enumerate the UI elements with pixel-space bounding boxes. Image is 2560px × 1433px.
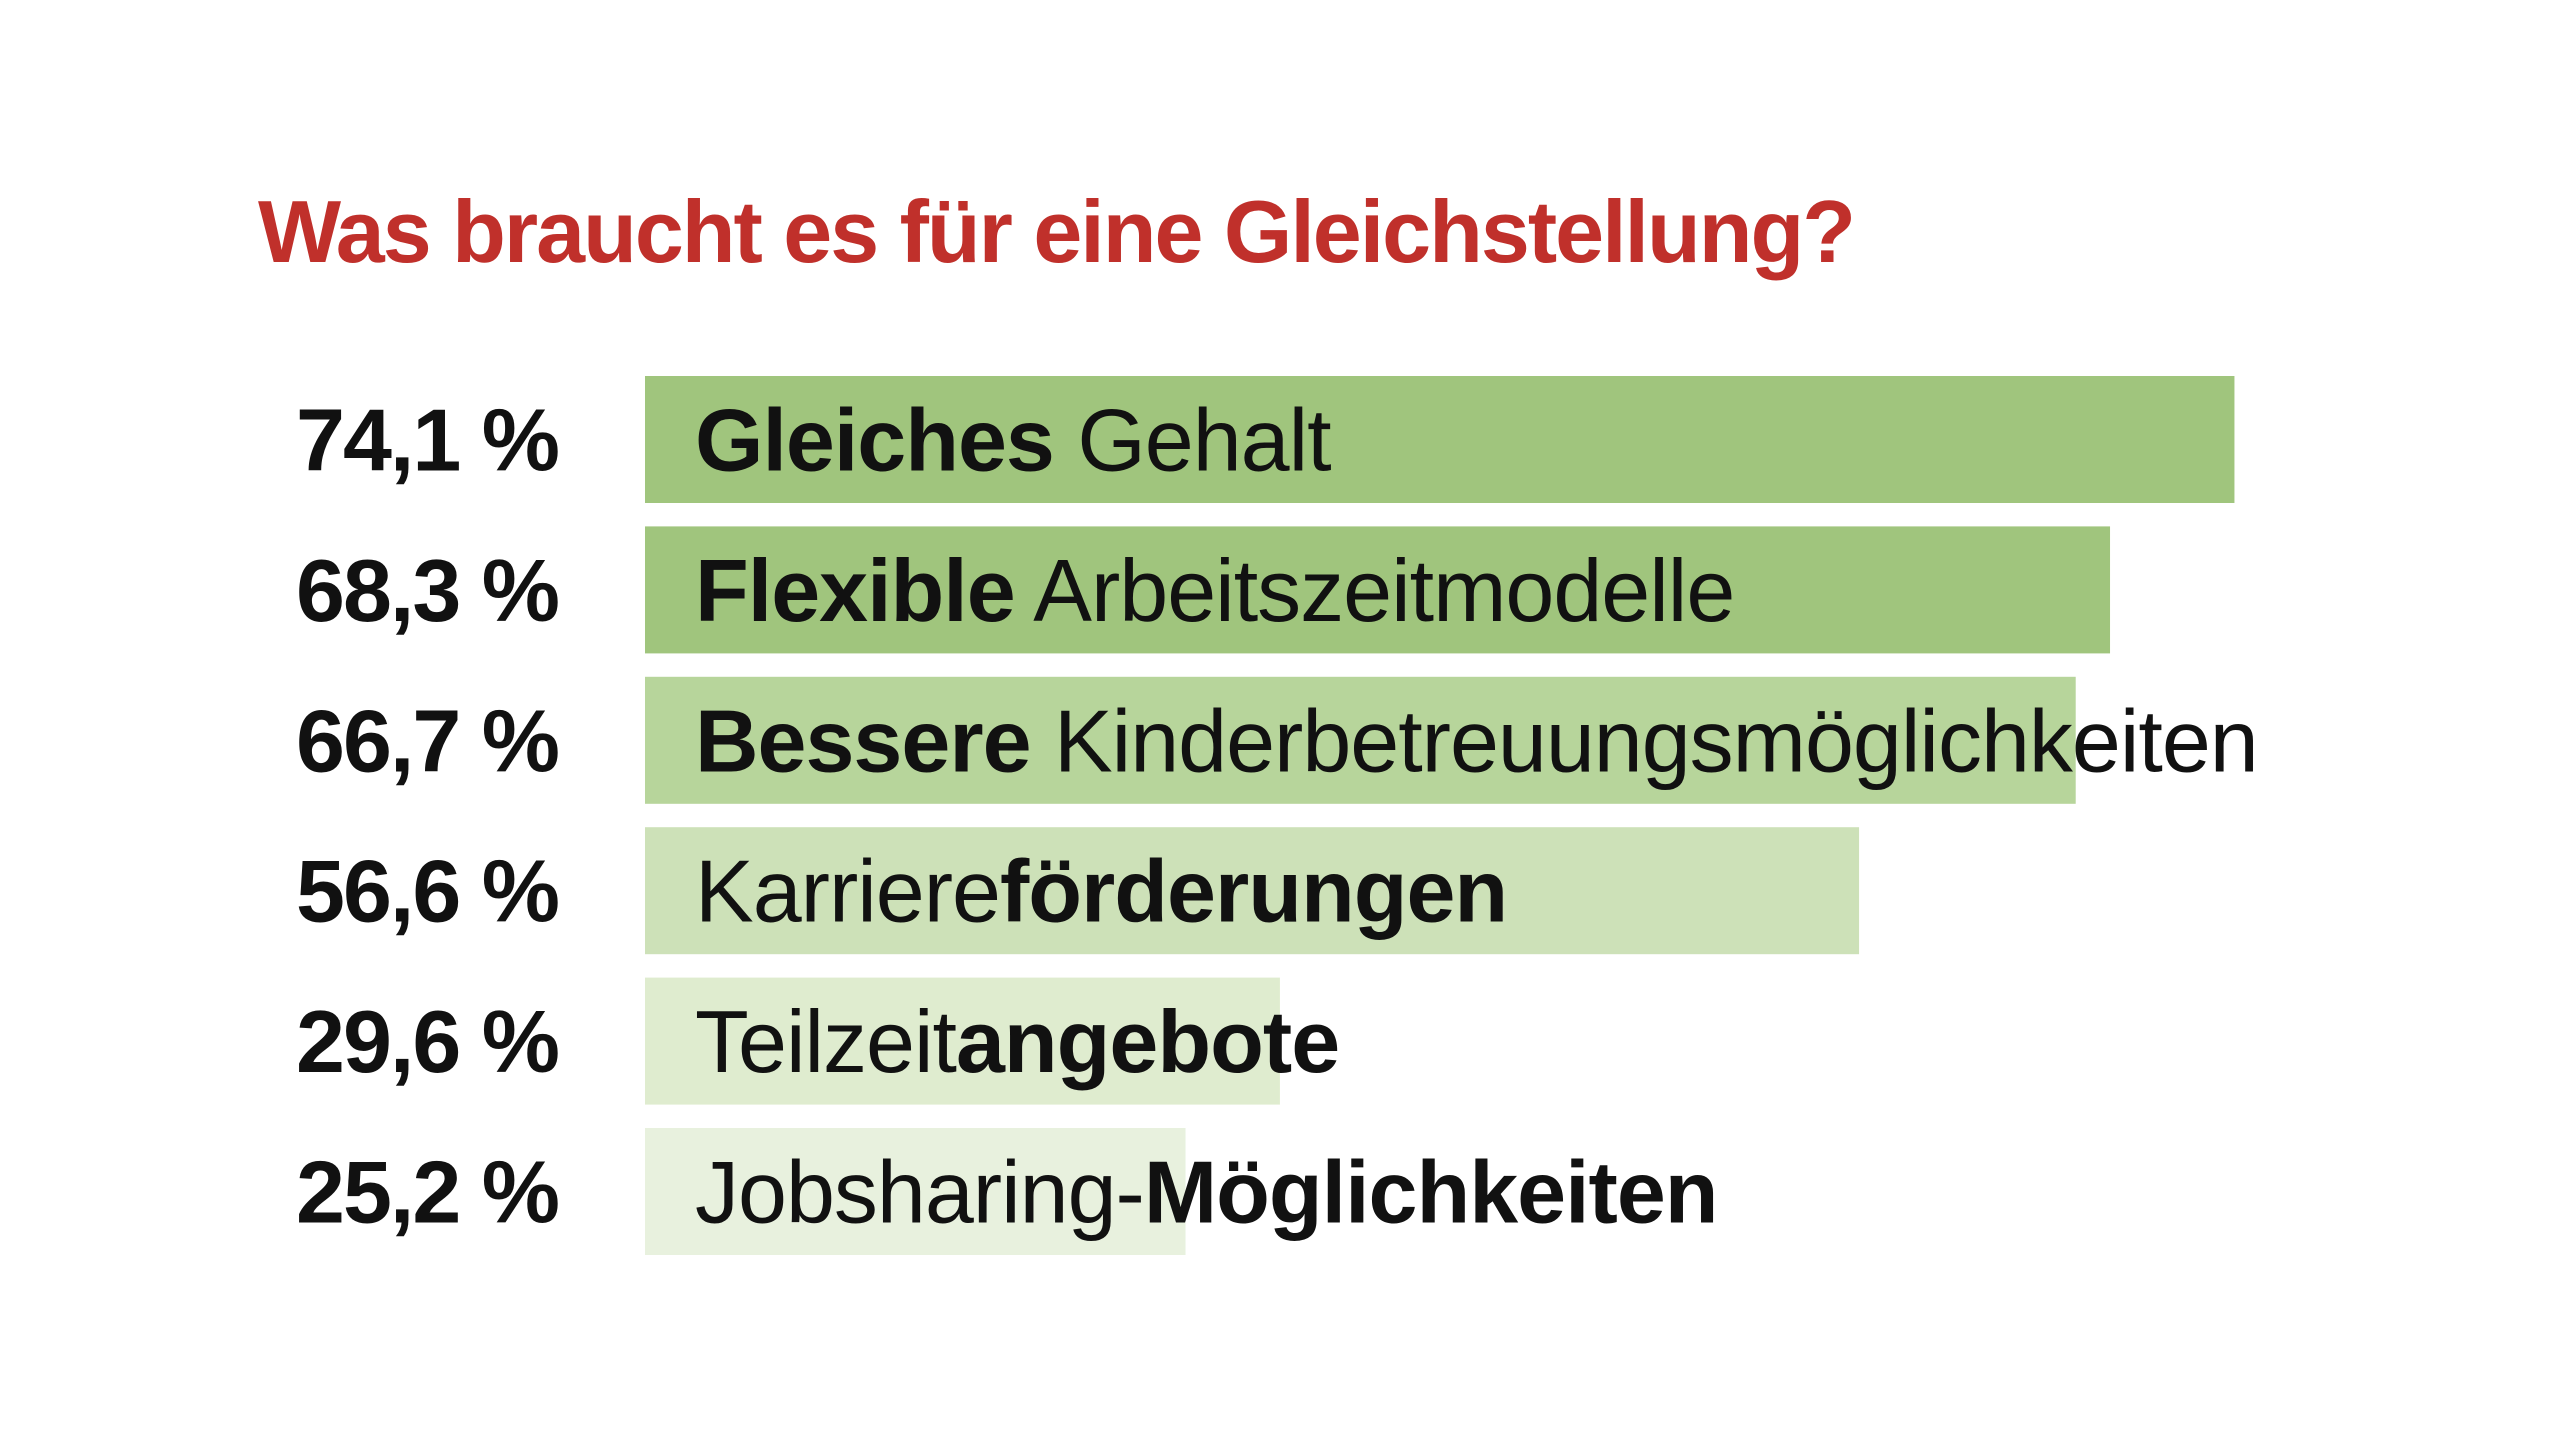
category-label-1: Gleiches Gehalt: [695, 391, 1331, 490]
category-label-2: Flexible Arbeitszeitmodelle: [695, 541, 1734, 640]
value-label-4: 56,6 %: [296, 842, 558, 941]
value-label-5: 29,6 %: [296, 992, 558, 1091]
bars-layer: [645, 376, 2235, 1255]
bar-6: [645, 1128, 1186, 1255]
bar-2: [645, 526, 2111, 654]
value-label-1: 74,1 %: [296, 391, 558, 490]
category-label-6: Jobsharing-Möglichkeiten: [695, 1143, 1718, 1242]
labels-layer: 74,1 % Gleiches Gehalt 68,3 % Flexible Arbe…: [296, 391, 2259, 1242]
value-label-2: 68,3 %: [296, 541, 558, 640]
value-label-3: 66,7 %: [296, 691, 558, 790]
bar-4: [645, 827, 1860, 955]
value-label-6: 25,2 %: [296, 1143, 558, 1242]
bar-5: [645, 977, 1280, 1105]
bar-3: [645, 676, 2076, 804]
category-label-4: Karriereförderungen: [695, 842, 1507, 941]
category-label-5: Teilzeitangebote: [695, 992, 1339, 1091]
category-label-3: Bessere Kinderbetreuungsmöglichkeiten: [695, 691, 2258, 790]
chart-title: Was braucht es für eine Gleichstellung?: [258, 182, 1856, 281]
bar-1: [645, 376, 2235, 503]
